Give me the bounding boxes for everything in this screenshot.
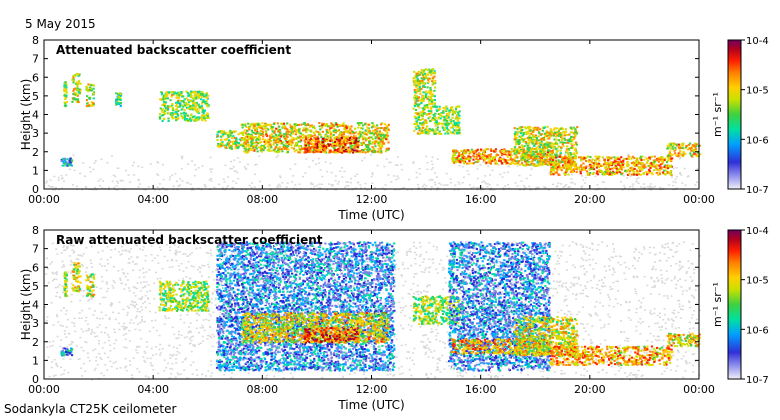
colorbar-gradient [727,229,742,380]
x-tick-label: 20:00 [574,193,606,206]
heatmap-panel-2: Raw attenuated backscatter coefficient00… [19,224,769,412]
y-tick-label: 1 [32,354,39,367]
feature-12 [451,148,551,165]
feature-8 [240,122,390,154]
feature-14 [666,332,701,348]
x-tick-label: 04:00 [137,383,169,396]
feature-13 [548,345,674,367]
y-tick-label: 5 [32,280,39,293]
y-tick-label: 2 [32,336,39,349]
feature-2 [63,81,69,108]
feature-5 [115,92,123,107]
feature-12 [513,315,579,357]
feature-7 [215,129,243,150]
feature-6 [158,90,210,123]
colorbar-gradient [727,39,742,190]
x-tick-label: 04:00 [137,193,169,206]
y-tick-label: 6 [32,261,39,274]
colorbar-label: m⁻¹ sr⁻¹ [711,92,724,137]
x-tick-label: 08:00 [246,193,278,206]
y-tick-label: 8 [32,224,39,237]
feature-3 [71,72,82,104]
y-tick-label: 3 [32,127,39,140]
y-tick-label: 1 [32,164,39,177]
colorbar-tick-label: 10-4 [746,226,769,237]
colorbar-tick-label: 10-6 [746,325,769,336]
feature-9 [303,137,360,154]
y-axis-label: Height (km) [19,79,33,150]
x-tick-label: 12:00 [356,193,388,206]
x-axis-label: Time (UTC) [337,208,404,222]
colorbar: 10-7 10-6 10-5 10-4 m⁻¹ sr⁻¹ [711,226,769,386]
y-tick-label: 0 [32,373,39,386]
y-tick-label: 7 [32,243,39,256]
x-tick-label: 00:00 [28,193,60,206]
x-tick-label: 00:00 [683,383,715,396]
x-tick-label: 08:00 [246,383,278,396]
x-tick-label: 16:00 [465,193,497,206]
instrument-label: Sodankyla CT25K ceilometer [4,402,177,416]
y-tick-label: 5 [32,90,39,103]
feature-8 [303,326,360,344]
colorbar-tick-label: 10-5 [746,86,769,97]
panel-title: Attenuated backscatter coefficient [56,43,291,57]
y-tick-label: 4 [32,299,39,312]
y-tick-label: 7 [32,53,39,66]
y-axis-label: Height (km) [19,269,33,340]
x-tick-label: 16:00 [465,383,497,396]
y-tick-label: 0 [32,183,39,196]
feature-3 [71,261,82,293]
feature-5 [158,280,210,312]
panel-title: Raw attenuated backscatter coefficient [56,233,323,247]
colorbar-tick-label: 10-5 [746,276,769,287]
colorbar-tick-label: 10-7 [746,185,769,196]
feature-15 [666,142,702,158]
feature-1 [60,157,74,167]
y-tick-label: 8 [32,34,39,47]
x-tick-label: 00:00 [28,383,60,396]
colorbar-tick-label: 10-4 [746,36,769,47]
feature-4 [85,273,96,298]
y-tick-label: 2 [32,146,39,159]
feature-2 [63,271,68,298]
x-tick-label: 00:00 [683,193,715,206]
feature-1 [60,347,74,357]
x-tick-label: 20:00 [574,383,606,396]
colorbar-tick-label: 10-7 [746,375,769,386]
feature-11 [434,105,462,135]
feature-14 [549,155,674,177]
feature-13 [513,125,579,167]
x-tick-label: 12:00 [356,383,388,396]
date-label: 5 May 2015 [25,17,96,31]
colorbar-tick-label: 10-6 [746,135,769,146]
y-tick-label: 4 [32,109,39,122]
colorbar: 10-7 10-6 10-5 10-4 m⁻¹ sr⁻¹ [711,36,769,196]
colorbar-label: m⁻¹ sr⁻¹ [711,282,724,327]
feature-10 [412,68,437,136]
x-axis-label: Time (UTC) [337,398,404,412]
y-tick-label: 3 [32,317,39,330]
feature-4 [85,83,96,108]
y-tick-label: 6 [32,71,39,84]
